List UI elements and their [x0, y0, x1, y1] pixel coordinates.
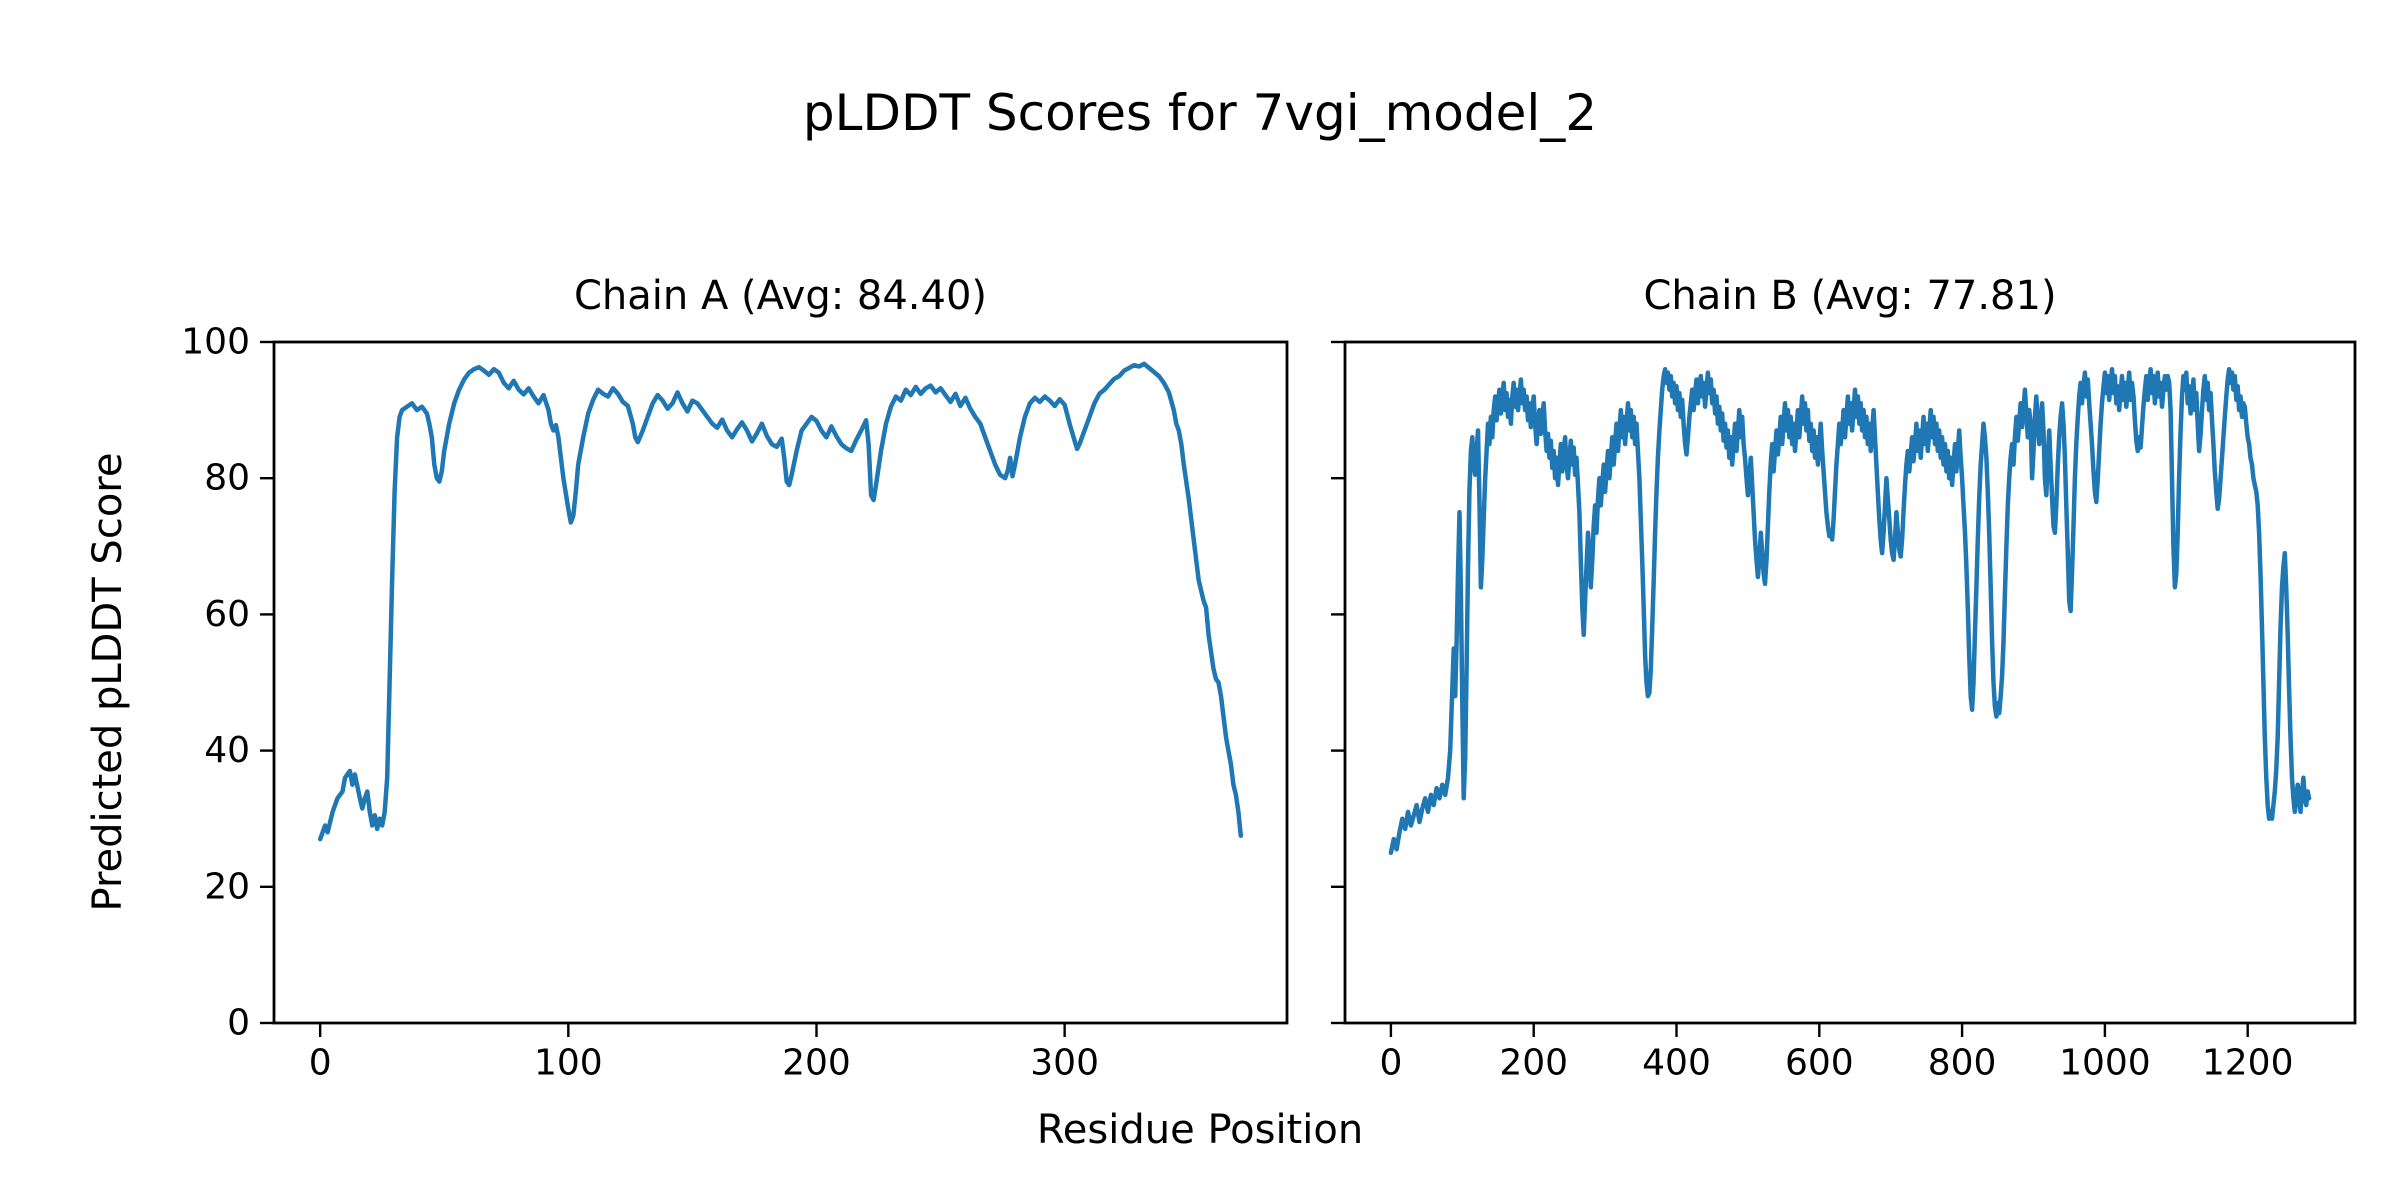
x-tick-label: 200	[782, 1043, 851, 1084]
x-tick-label: 200	[1499, 1043, 1568, 1084]
y-axis-label: Predicted pLDDT Score	[85, 452, 131, 912]
x-tick-label: 0	[1379, 1043, 1402, 1084]
x-tick-label: 300	[1030, 1043, 1099, 1084]
y-tick-label: 40	[204, 730, 250, 771]
y-tick-label: 60	[204, 594, 250, 635]
plddt-line-chain-b	[1388, 366, 2312, 856]
y-tick-label: 80	[204, 458, 250, 499]
y-tick-label: 20	[204, 866, 250, 907]
chain-a-title: Chain A (Avg: 84.40)	[573, 273, 988, 319]
x-tick-label: 400	[1642, 1043, 1711, 1084]
x-tick-label: 1200	[2202, 1043, 2294, 1084]
chain-a-plot: 0 100 200 300 0 20 40 60 80 100	[181, 322, 1289, 1084]
axes-spines	[1343, 340, 2357, 1025]
x-tick-label: 600	[1785, 1043, 1854, 1084]
figure-title: pLDDT Scores for 7vgi_model_2	[802, 84, 1598, 142]
y-tick-label: 100	[181, 322, 250, 363]
x-tick-label: 1000	[2059, 1043, 2151, 1084]
chain-b-plot: 0 200 400 600 800 1000 1200	[1331, 340, 2357, 1084]
x-axis-label: Residue Position	[1036, 1107, 1364, 1153]
x-tick-label: 0	[309, 1043, 332, 1084]
y-tick-label: 0	[227, 1003, 250, 1044]
x-tick-label: 800	[1928, 1043, 1997, 1084]
chain-b-title: Chain B (Avg: 77.81)	[1643, 273, 2057, 319]
x-tick-label: 100	[534, 1043, 603, 1084]
axes-spines	[272, 340, 1289, 1025]
plddt-line-chain-a	[317, 361, 1244, 842]
